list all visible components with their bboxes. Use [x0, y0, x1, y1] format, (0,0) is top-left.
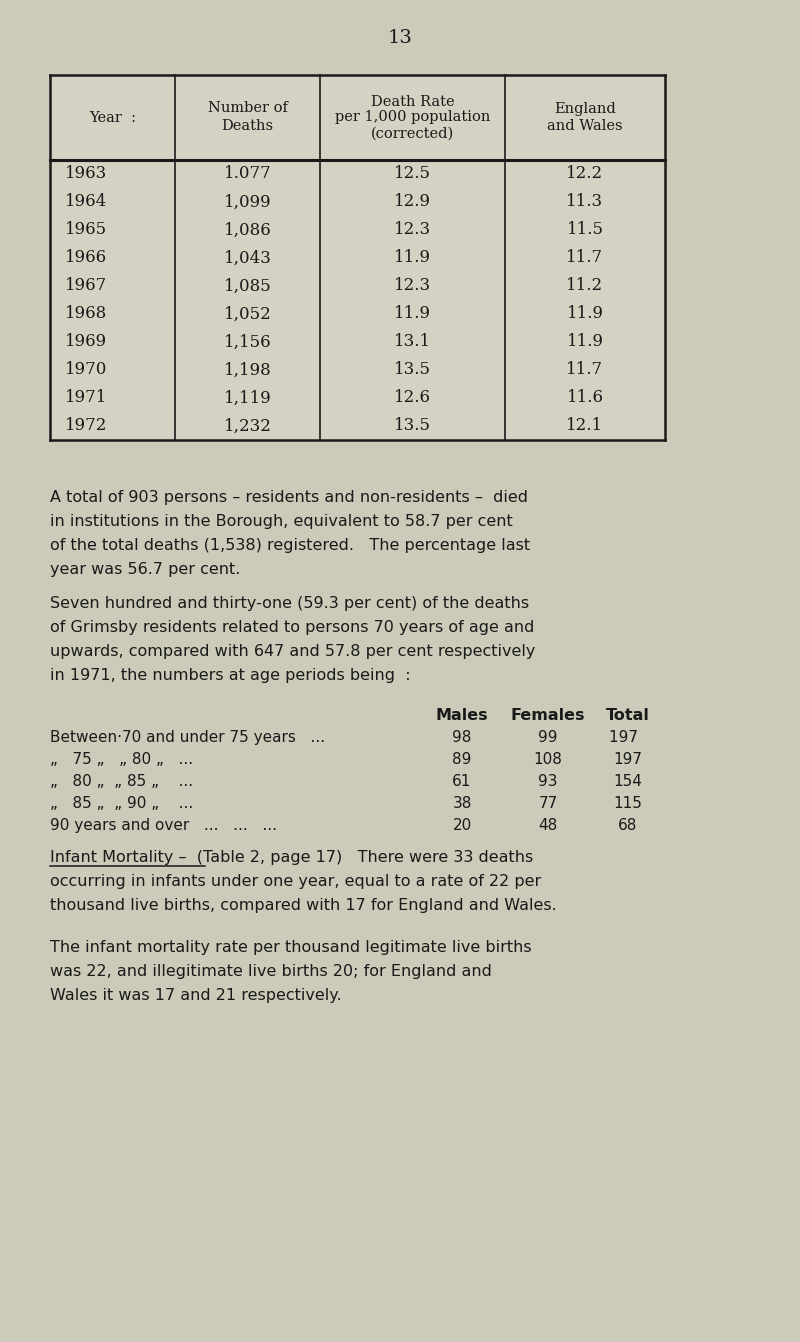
Text: Females: Females [510, 709, 586, 723]
Text: 1,119: 1,119 [224, 389, 271, 407]
Bar [50, 75, 665, 440]
Text: 13.5: 13.5 [394, 361, 431, 378]
Text: 1971: 1971 [65, 389, 107, 407]
Text: Death Rate: Death Rate [370, 94, 454, 109]
Text: 1,052: 1,052 [224, 306, 271, 322]
Text: 1963: 1963 [65, 165, 107, 183]
Text: „   75 „   „ 80 „   ...: „ 75 „ „ 80 „ ... [50, 752, 193, 768]
Text: 12.3: 12.3 [394, 278, 431, 294]
Text: and Wales: and Wales [547, 119, 623, 133]
Text: 38: 38 [452, 796, 472, 811]
Text: in institutions in the Borough, equivalent to 58.7 per cent: in institutions in the Borough, equivale… [50, 514, 513, 529]
Text: 1,232: 1,232 [223, 417, 271, 435]
Text: 98: 98 [452, 730, 472, 745]
Text: 1,156: 1,156 [224, 334, 271, 350]
Text: 1970: 1970 [65, 361, 107, 378]
Text: 11.7: 11.7 [566, 250, 603, 267]
Text: Between·70 and under 75 years   ...: Between·70 and under 75 years ... [50, 730, 325, 745]
Text: 11.3: 11.3 [566, 193, 603, 211]
Text: 90 years and over   ...   ...   ...: 90 years and over ... ... ... [50, 819, 277, 833]
Text: Number of: Number of [207, 102, 287, 115]
Text: 77: 77 [538, 796, 558, 811]
Text: of the total deaths (1,538) registered.   The percentage last: of the total deaths (1,538) registered. … [50, 538, 530, 553]
Text: 20: 20 [452, 819, 472, 833]
Text: „   85 „  „ 90 „    ...: „ 85 „ „ 90 „ ... [50, 796, 194, 811]
Text: 13.1: 13.1 [394, 334, 431, 350]
Text: 1965: 1965 [65, 221, 107, 239]
Text: 1967: 1967 [65, 278, 107, 294]
Text: year was 56.7 per cent.: year was 56.7 per cent. [50, 562, 240, 577]
Text: 1966: 1966 [65, 250, 107, 267]
Text: Deaths: Deaths [222, 119, 274, 133]
Text: 1,198: 1,198 [224, 361, 271, 378]
Text: 11.2: 11.2 [566, 278, 603, 294]
Text: 11.5: 11.5 [566, 221, 603, 239]
Text: „   80 „  „ 85 „    ...: „ 80 „ „ 85 „ ... [50, 774, 193, 789]
Text: 89: 89 [452, 752, 472, 768]
Text: 13: 13 [387, 30, 413, 47]
Text: 1972: 1972 [65, 417, 107, 435]
Text: 68: 68 [618, 819, 638, 833]
Text: 1,086: 1,086 [224, 221, 271, 239]
Text: 115: 115 [614, 796, 642, 811]
Text: 13.5: 13.5 [394, 417, 431, 435]
Text: 154: 154 [614, 774, 642, 789]
Text: 1969: 1969 [65, 334, 107, 350]
Text: A total of 903 persons – residents and non-residents –  died: A total of 903 persons – residents and n… [50, 490, 528, 505]
Text: 1964: 1964 [65, 193, 107, 211]
Text: (corrected): (corrected) [371, 126, 454, 141]
Text: 12.2: 12.2 [566, 165, 603, 183]
Text: 11.9: 11.9 [566, 334, 603, 350]
Text: 1,043: 1,043 [223, 250, 271, 267]
Text: 1,085: 1,085 [224, 278, 271, 294]
Text: Year  :: Year : [89, 110, 136, 125]
Text: upwards, compared with 647 and 57.8 per cent respectively: upwards, compared with 647 and 57.8 per … [50, 644, 535, 659]
Text: 11.9: 11.9 [394, 306, 431, 322]
Text: 11.7: 11.7 [566, 361, 603, 378]
Text: 11.9: 11.9 [566, 306, 603, 322]
Text: 12.6: 12.6 [394, 389, 431, 407]
Text: 1,099: 1,099 [224, 193, 271, 211]
Text: 11.9: 11.9 [394, 250, 431, 267]
Text: 12.5: 12.5 [394, 165, 431, 183]
Text: 1968: 1968 [65, 306, 107, 322]
Text: The infant mortality rate per thousand legitimate live births: The infant mortality rate per thousand l… [50, 939, 532, 956]
Text: was 22, and illegitimate live births 20; for England and: was 22, and illegitimate live births 20;… [50, 964, 492, 980]
Text: 197: 197 [610, 730, 646, 745]
Text: 61: 61 [452, 774, 472, 789]
Text: Males: Males [436, 709, 488, 723]
Text: in 1971, the numbers at age periods being  :: in 1971, the numbers at age periods bein… [50, 668, 410, 683]
Text: 108: 108 [534, 752, 562, 768]
Text: 1.077: 1.077 [224, 165, 271, 183]
Text: 48: 48 [538, 819, 558, 833]
Text: Total: Total [606, 709, 650, 723]
Text: of Grimsby residents related to persons 70 years of age and: of Grimsby residents related to persons … [50, 620, 534, 635]
Text: Wales it was 17 and 21 respectively.: Wales it was 17 and 21 respectively. [50, 988, 342, 1002]
Text: 197: 197 [614, 752, 642, 768]
Text: 12.9: 12.9 [394, 193, 431, 211]
Text: 93: 93 [538, 774, 558, 789]
Text: Seven hundred and thirty-one (59.3 per cent) of the deaths: Seven hundred and thirty-one (59.3 per c… [50, 596, 529, 611]
Text: 99: 99 [538, 730, 558, 745]
Text: thousand live births, compared with 17 for England and Wales.: thousand live births, compared with 17 f… [50, 898, 557, 913]
Text: Infant Mortality –  (Table 2, page 17)   There were 33 deaths: Infant Mortality – (Table 2, page 17) Th… [50, 849, 534, 866]
Text: England: England [554, 102, 616, 115]
Text: 12.3: 12.3 [394, 221, 431, 239]
Text: occurring in infants under one year, equal to a rate of 22 per: occurring in infants under one year, equ… [50, 874, 542, 888]
Text: 12.1: 12.1 [566, 417, 603, 435]
Text: per 1,000 population: per 1,000 population [335, 110, 490, 125]
Text: 11.6: 11.6 [566, 389, 603, 407]
